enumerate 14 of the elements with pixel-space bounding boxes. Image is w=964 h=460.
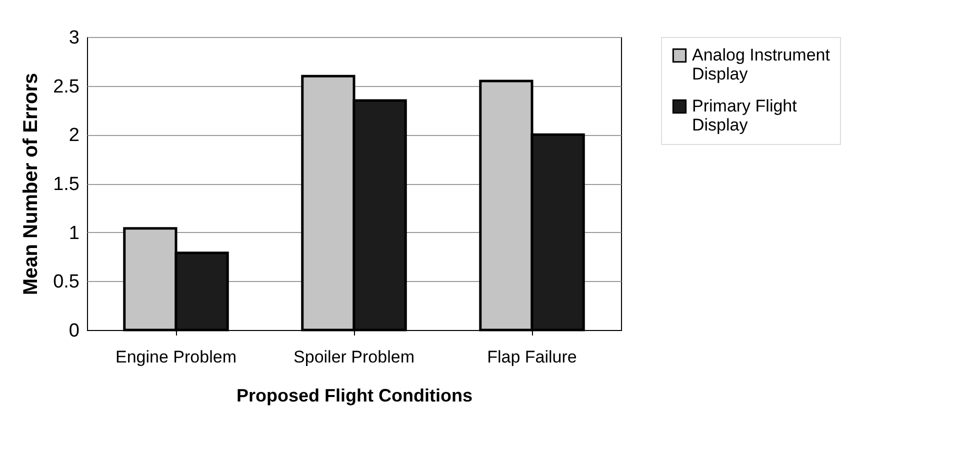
- x-tick-label: Spoiler Problem: [294, 348, 414, 366]
- y-tick-label: 0: [68, 320, 80, 342]
- y-axis-title: Mean Number of Errors: [20, 72, 42, 296]
- y-tick-label: 2: [68, 125, 80, 146]
- y-tick-label: 3: [68, 28, 80, 48]
- x-tick-label: Engine Problem: [116, 348, 236, 366]
- y-tick-label: 1: [68, 222, 80, 244]
- x-tick-label: Flap Failure: [487, 348, 577, 366]
- y-tick-label: 2.5: [53, 76, 80, 98]
- y-tick-label: 1.5: [53, 174, 80, 195]
- x-axis-title: Proposed Flight Conditions: [236, 386, 472, 406]
- legend-label: Analog Instrument Display: [692, 46, 830, 84]
- legend-label: Primary Flight Display: [692, 96, 798, 134]
- y-tick-label: 0.5: [53, 272, 80, 293]
